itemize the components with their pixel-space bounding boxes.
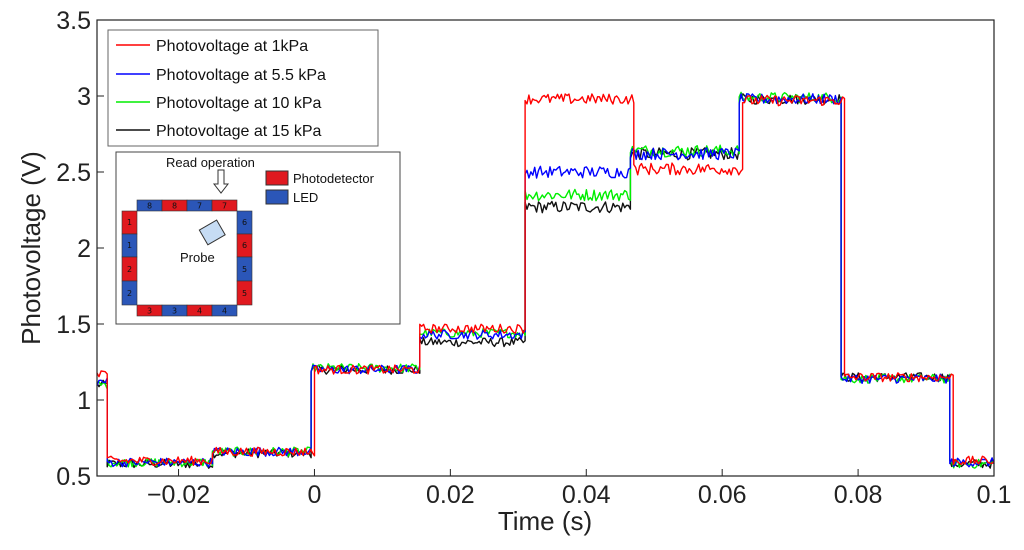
cell-number: 4 (197, 307, 202, 316)
series-line-photovoltage-at-1kpa (96, 93, 995, 466)
x-tick-label: 0 (308, 481, 322, 509)
series-line-photovoltage-at-15-kpa (96, 93, 995, 469)
legend-label-5-5kpa: Photovoltage at 5.5 kPa (156, 67, 326, 84)
y-tick-label: 2.5 (56, 159, 91, 187)
y-tick-label: 3 (77, 83, 91, 111)
x-tick-label: 0.02 (426, 481, 475, 509)
legend-label-1kpa: Photovoltage at 1kPa (156, 38, 308, 55)
y-tick-label: 0.5 (56, 463, 91, 491)
probe-icon (198, 219, 226, 246)
axis-ticks: −0.02 0 0.02 0.04 0.06 0.08 0.1 0.5 1 1.5 2 2.5 3 3.5 (56, 7, 1011, 509)
series-line-photovoltage-at-5-5-kpa (96, 93, 995, 468)
cell-number: 3 (147, 307, 152, 316)
led-cell (211, 304, 238, 317)
cell-number: 2 (127, 289, 132, 298)
cell-number: 8 (147, 202, 152, 211)
cell-number: 7 (222, 202, 227, 211)
y-tick-label: 3.5 (56, 7, 91, 35)
led-swatch (265, 189, 289, 205)
cell-number: 2 (127, 265, 132, 274)
cell-number: 3 (172, 307, 177, 316)
cell-number: 5 (242, 265, 247, 274)
y-tick-label: 2 (77, 235, 91, 263)
x-tick-label: 0.06 (698, 481, 747, 509)
cell-number: 1 (127, 218, 132, 227)
probe-label: Probe (180, 250, 215, 265)
cell-number: 6 (242, 241, 247, 250)
photodetector-swatch (265, 170, 289, 186)
legend-label-15kpa: Photovoltage at 15 kPa (156, 123, 322, 140)
cell-number: 4 (222, 307, 227, 316)
inset-schematic: Read operation Photodetector LED 8 8 7 7… (115, 151, 401, 325)
cell-number: 6 (242, 218, 247, 227)
y-tick-label: 1.5 (56, 311, 91, 339)
x-tick-label: 0.1 (977, 481, 1012, 509)
y-tick-label: 1 (77, 387, 91, 415)
photodetector-cell (211, 199, 238, 212)
y-axis-title: Photovoltage (V) (16, 151, 46, 345)
data-traces (96, 91, 995, 469)
photodetector-label: Photodetector (293, 171, 375, 186)
led-cell (121, 280, 138, 306)
x-axis-title: Time (s) (498, 506, 592, 536)
legend-box (107, 29, 379, 147)
cell-number: 5 (242, 289, 247, 298)
led-label: LED (293, 190, 318, 205)
cell-number: 7 (197, 202, 202, 211)
x-tick-label: 0.04 (562, 481, 611, 509)
x-tick-label: −0.02 (147, 481, 210, 509)
cell-number: 1 (127, 241, 132, 250)
x-tick-label: 0.08 (834, 481, 883, 509)
read-arrow-icon (212, 169, 230, 194)
inset-title: Read operation (166, 155, 255, 170)
inset-box (115, 151, 401, 325)
legend-label-10kpa: Photovoltage at 10 kPa (156, 95, 322, 112)
legend: Photovoltage at 1kPa Photovoltage at 5.5… (107, 29, 379, 147)
photodetector-cell (236, 280, 253, 306)
cell-number: 8 (172, 202, 177, 211)
